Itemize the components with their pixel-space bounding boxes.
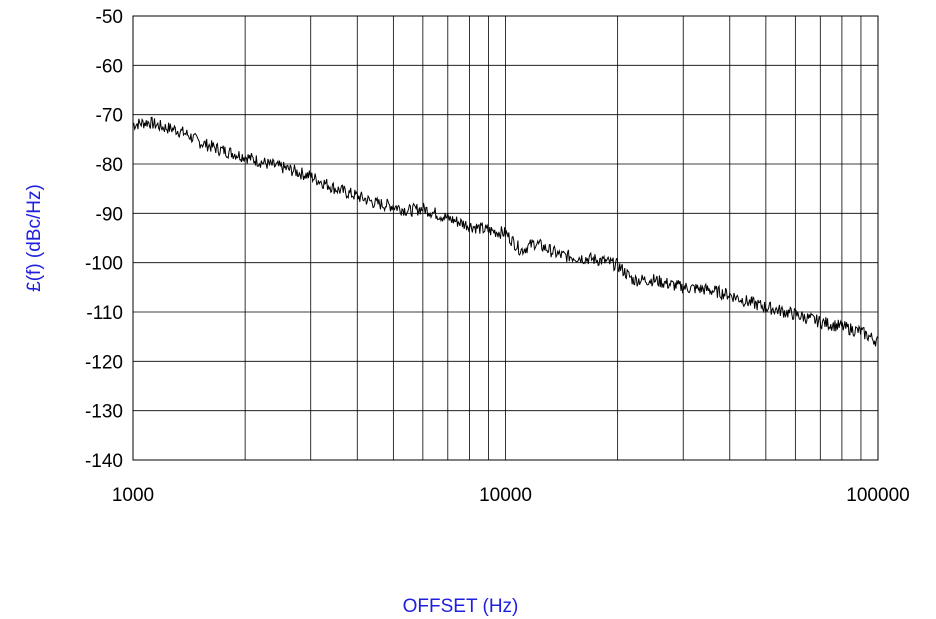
y-tick-label: -140 [85,451,123,472]
x-tick-label: 100000 [846,485,909,506]
x-tick-labels: 1000 10000 100000 [112,485,910,506]
x-tick-label: 10000 [479,485,532,506]
y-tick-label: -70 [96,106,123,127]
y-tick-label: -60 [96,56,123,77]
x-gridlines [244,16,862,460]
y-tick-label: -90 [96,204,123,225]
y-gridlines [133,64,878,412]
y-tick-labels: -50 -60 -70 -80 -90 -100 -110 -120 -130 -140 [85,7,123,472]
y-tick-label: -100 [85,254,123,275]
series-line-phase-noise [132,116,879,347]
x-tick-label: 1000 [112,485,154,506]
y-tick-label: -120 [85,352,123,373]
plot-area-frame [132,15,879,461]
y-tick-label: -110 [86,303,123,324]
x-axis-title: OFFSET (Hz) [403,596,519,617]
y-tick-label: -130 [85,402,123,423]
y-tick-label: -50 [96,7,123,28]
y-axis-title: £(f) (dBc/Hz) [24,184,45,292]
y-tick-label: -80 [96,155,123,176]
